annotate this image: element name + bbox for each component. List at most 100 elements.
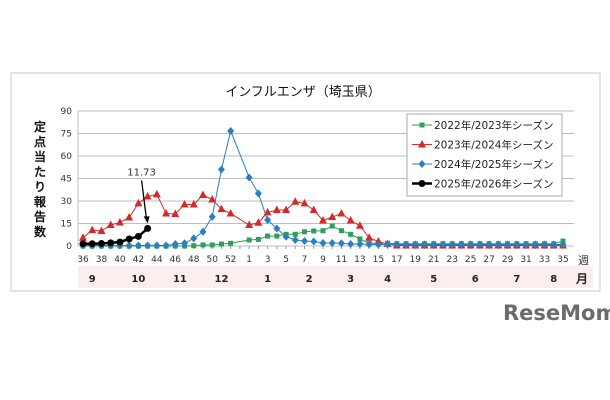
data-point <box>439 240 447 249</box>
data-point <box>245 173 253 182</box>
data-point <box>180 199 189 208</box>
data-point <box>411 240 419 249</box>
data-point <box>301 237 309 246</box>
x-tick-label: 5 <box>283 255 289 265</box>
data-point <box>355 221 364 229</box>
data-point <box>245 220 254 228</box>
data-point <box>292 231 298 237</box>
data-point <box>346 216 355 224</box>
data-point <box>320 228 326 234</box>
x-tick-label: 11 <box>336 255 347 265</box>
series-4 <box>79 224 152 248</box>
data-point <box>291 197 300 205</box>
data-point <box>218 241 224 247</box>
data-point <box>310 237 318 246</box>
x-tick-label: 25 <box>465 255 476 265</box>
data-point <box>191 243 197 249</box>
data-point <box>190 234 198 243</box>
data-point <box>254 189 262 198</box>
legend-item: 2023年/2024年シーズン <box>412 139 553 152</box>
svg-text:告: 告 <box>34 209 46 224</box>
data-point <box>318 216 327 224</box>
data-point <box>152 189 161 198</box>
data-point <box>337 239 345 248</box>
legend-marker-icon <box>418 180 426 187</box>
data-point <box>311 228 317 234</box>
legend: 2022年/2023年シーズン 2023年/2024年シーズン 2024年/2025… <box>406 113 563 197</box>
legend-item: 2025年/2026年シーズン <box>412 178 553 191</box>
y-tick-label: 45 <box>61 175 72 185</box>
x-tick-label: 50 <box>206 255 218 265</box>
data-point <box>356 240 364 249</box>
x-tick-label: 48 <box>188 255 200 265</box>
data-point <box>347 240 355 249</box>
data-point <box>228 240 234 246</box>
resemom-logo: ReseMom <box>503 301 610 325</box>
data-point <box>162 208 171 217</box>
data-point <box>402 240 410 249</box>
data-point <box>79 240 87 248</box>
x-tick-label: 46 <box>170 255 182 265</box>
data-point <box>348 231 354 237</box>
data-point <box>217 204 226 213</box>
data-point <box>357 236 363 242</box>
data-point <box>504 240 512 249</box>
data-point <box>88 240 96 248</box>
legend-label: 2023年/2024年シーズン <box>434 139 553 152</box>
data-point <box>559 240 567 249</box>
data-point <box>181 239 189 248</box>
data-point <box>291 236 299 244</box>
data-point <box>393 240 401 249</box>
data-point <box>134 232 142 240</box>
legend-label: 2022年/2023年シーズン <box>434 119 553 132</box>
data-point <box>338 228 344 234</box>
data-point <box>531 240 539 249</box>
data-point <box>513 240 521 249</box>
legend-marker-icon <box>418 140 426 148</box>
data-point <box>153 241 161 250</box>
data-point <box>302 229 308 235</box>
data-point <box>485 240 493 249</box>
data-point <box>189 199 198 208</box>
data-point <box>541 240 548 249</box>
svg-text:数: 数 <box>34 224 47 239</box>
data-point <box>430 240 438 249</box>
x-tick-label: 1 <box>246 255 252 265</box>
data-point <box>171 209 180 218</box>
data-point <box>199 227 207 236</box>
data-point <box>97 239 105 247</box>
data-point <box>88 225 97 234</box>
data-point <box>200 242 206 248</box>
y-tick-label: 90 <box>61 107 73 117</box>
x-tick-label: 13 <box>354 255 365 265</box>
month-label: 7 <box>513 274 520 285</box>
y-tick-label: 60 <box>61 152 73 162</box>
month-label: 4 <box>384 274 391 285</box>
legend-label: 2024年/2025年シーズン <box>434 158 553 171</box>
month-label: 11 <box>173 274 187 285</box>
data-point <box>254 218 263 226</box>
svg-text:点: 点 <box>34 134 46 149</box>
x-tick-label: 3 <box>265 255 271 265</box>
month-band <box>78 266 593 288</box>
data-point <box>273 224 281 233</box>
data-point <box>116 238 124 246</box>
x-tick-label: 44 <box>151 255 163 265</box>
data-point <box>328 239 336 247</box>
svg-text:定: 定 <box>34 119 46 134</box>
data-point <box>337 208 346 217</box>
annotation-label: 11.73 <box>127 167 156 178</box>
x-tick-label: 42 <box>133 255 144 265</box>
legend-label: 2025年/2026年シーズン <box>434 178 553 191</box>
y-tick-label: 30 <box>61 197 73 207</box>
data-point <box>144 224 152 232</box>
month-unit-label: 月 <box>575 272 588 286</box>
x-tick-label: 19 <box>410 255 422 265</box>
x-tick-label: 7 <box>302 255 308 265</box>
legend-item: 2024年/2025年シーズン <box>412 158 553 171</box>
data-point <box>143 192 152 200</box>
x-tick-label: 35 <box>557 255 568 265</box>
x-tick-label: 17 <box>391 255 402 265</box>
month-label: 12 <box>214 274 228 285</box>
